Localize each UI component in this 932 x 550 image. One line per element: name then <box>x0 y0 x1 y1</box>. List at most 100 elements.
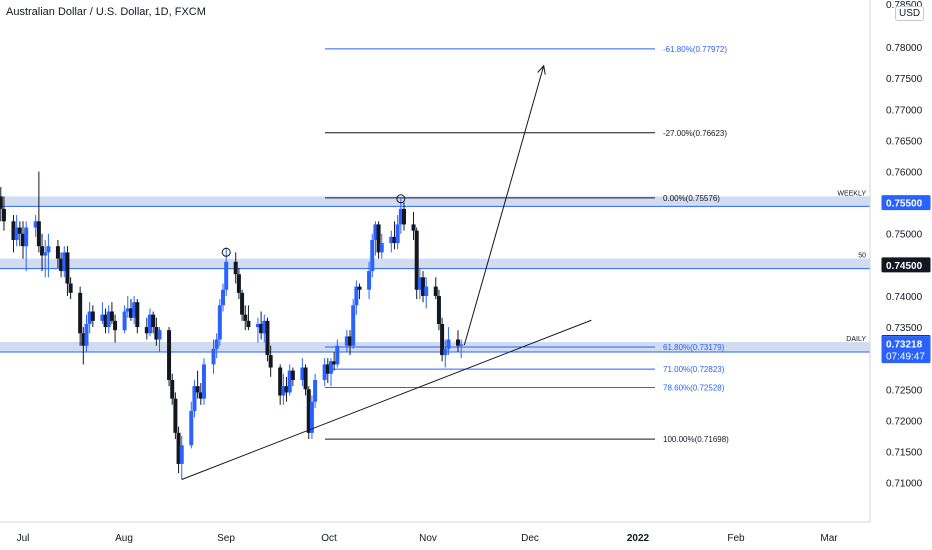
candle <box>392 221 397 250</box>
candle <box>322 358 327 387</box>
candle <box>259 311 264 340</box>
candle-body <box>357 286 362 290</box>
y-tick-label: 0.76500 <box>886 136 923 147</box>
candle <box>128 299 133 321</box>
candle-body <box>411 224 416 231</box>
candle-body <box>373 224 378 240</box>
currency-button[interactable]: USD <box>895 6 925 21</box>
candle <box>300 358 305 387</box>
fib-label: 61.80%(0.73179) <box>663 343 725 352</box>
candle <box>367 261 372 300</box>
candle <box>246 305 251 331</box>
y-tick-label: 0.78000 <box>886 43 923 54</box>
candle-body <box>262 320 267 334</box>
candle-body <box>446 339 451 349</box>
candle <box>43 239 48 278</box>
candle <box>90 305 95 328</box>
candle <box>0 187 3 222</box>
candle-body <box>14 227 19 240</box>
candle <box>125 295 130 318</box>
arrow-head <box>537 64 546 75</box>
price-tag-label: 0.73218 <box>886 340 923 351</box>
drawings-layer <box>181 64 592 480</box>
candle <box>325 358 330 384</box>
candle-body <box>367 271 372 290</box>
fib-label: -61.80%(0.77972) <box>663 45 727 54</box>
candle <box>157 327 162 352</box>
candle <box>446 327 451 356</box>
x-tick-label: Aug <box>115 533 133 544</box>
candle-body <box>195 386 200 393</box>
candle <box>87 302 92 334</box>
candle-body <box>417 277 422 290</box>
candle <box>262 314 267 343</box>
candle-body <box>109 311 114 321</box>
candle <box>81 327 86 365</box>
candle <box>421 271 426 303</box>
candle <box>357 283 362 300</box>
candle-body <box>395 224 400 244</box>
candle <box>379 233 384 259</box>
candle <box>376 221 381 259</box>
candle-body <box>325 364 330 374</box>
candle <box>348 330 353 356</box>
candle-body <box>389 236 394 244</box>
y-tick-label: 0.78500 <box>886 0 923 11</box>
candle-body <box>0 196 3 209</box>
candle-body <box>290 370 295 380</box>
price-tag: 0.74500 <box>881 257 931 273</box>
candle-body <box>265 320 270 356</box>
x-tick-label: Dec <box>521 533 539 544</box>
candle <box>284 376 289 402</box>
candle-body <box>259 323 264 334</box>
candle <box>303 364 308 396</box>
candle <box>148 308 152 337</box>
candle-body <box>455 339 460 346</box>
candle <box>332 351 337 371</box>
candle-body <box>240 292 245 315</box>
candle <box>198 383 203 405</box>
trendline <box>181 319 592 480</box>
candle-body <box>81 333 86 346</box>
candle-body <box>176 432 181 464</box>
fib-label: 0.00%(0.75576) <box>663 194 720 203</box>
candle-body <box>87 311 92 324</box>
candle <box>78 286 83 346</box>
candle <box>179 435 184 480</box>
candle <box>122 305 127 334</box>
candle <box>84 314 89 352</box>
candle-body <box>414 230 419 290</box>
candle-body <box>402 208 406 225</box>
candle-body <box>284 386 289 393</box>
candle <box>65 246 70 296</box>
candle <box>21 221 25 259</box>
candle-body <box>224 261 229 290</box>
candle <box>59 252 64 278</box>
candle-body <box>84 323 89 346</box>
candle-body <box>21 233 25 247</box>
candle-body <box>303 367 308 390</box>
x-tick-label: Feb <box>727 533 745 544</box>
candle-body <box>392 236 397 244</box>
projection-arrow <box>463 65 545 346</box>
candle-body <box>65 252 70 284</box>
y-tick-label: 0.74000 <box>886 292 923 303</box>
candle-body <box>43 252 48 256</box>
candle-body <box>348 336 353 346</box>
candle <box>36 171 41 253</box>
candle-body <box>268 355 273 368</box>
y-tick-label: 0.71500 <box>886 447 923 458</box>
fib-label: 71.00%(0.72823) <box>663 365 725 374</box>
candle <box>151 311 156 334</box>
candle-body <box>313 379 318 402</box>
candle-body <box>281 386 286 396</box>
candle-body <box>59 258 64 272</box>
candle-body <box>233 261 238 275</box>
candle-body <box>170 379 175 399</box>
candle-body <box>55 246 60 259</box>
candle <box>132 295 137 324</box>
candle-body <box>154 327 159 340</box>
candle-body <box>167 330 172 380</box>
